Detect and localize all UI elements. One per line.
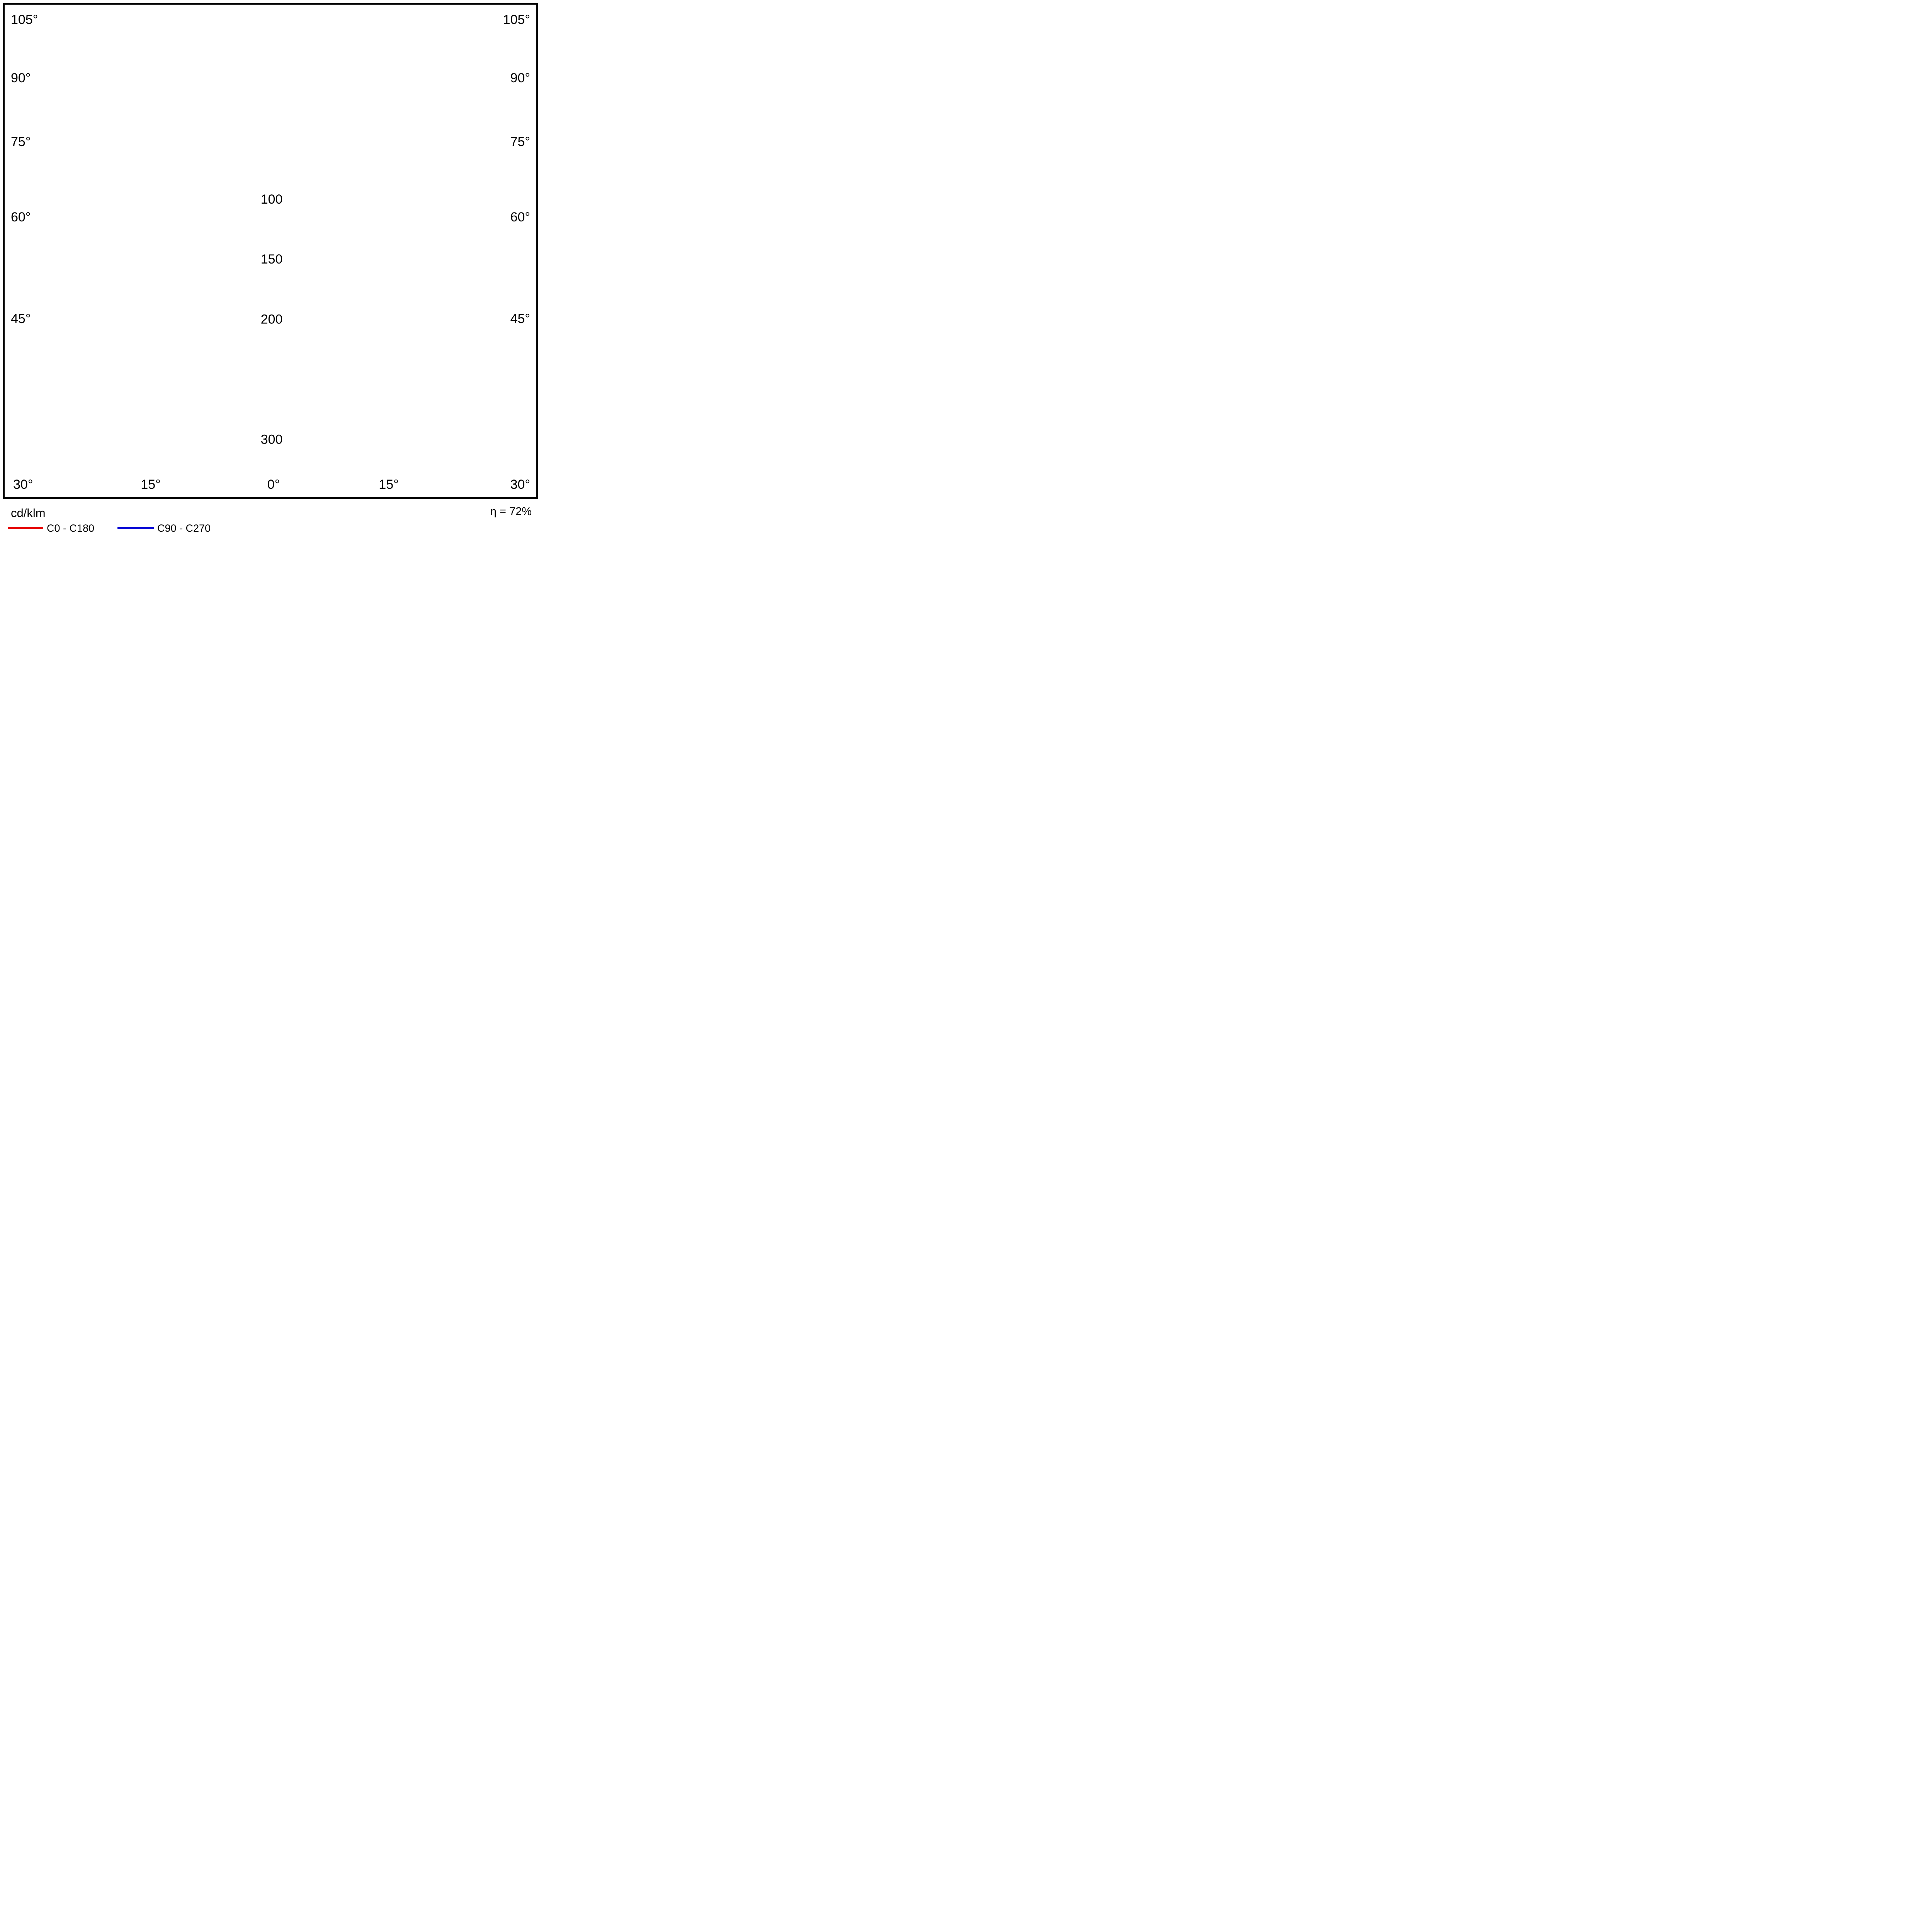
intensity-curve-c90-c270 bbox=[128, 77, 412, 384]
units-label: cd/klm bbox=[11, 506, 46, 520]
photometric-diagram: 105° 90° 75° 60° 45° 30° 15° 0° 15° 30° 105° 90° 75°… bbox=[0, 0, 541, 541]
angle-label-left-75-bg bbox=[9, 134, 32, 150]
angle-label-left-60: 60° bbox=[11, 210, 31, 224]
angle-label-left-105: 105° bbox=[11, 12, 38, 27]
legend-label-c0-c180: C0 - C180 bbox=[47, 522, 95, 534]
angle-label-bottom-0-bg bbox=[265, 476, 282, 493]
polar-grid-group bbox=[0, 0, 541, 541]
radial-label-300-bg bbox=[259, 431, 284, 448]
grid-circle-400 bbox=[0, 0, 541, 541]
angle-label-right-45-bg bbox=[509, 311, 532, 327]
angle-label-left-30-bg bbox=[12, 476, 35, 493]
angle-label-left-75: 75° bbox=[11, 134, 31, 149]
grid-ray-60 bbox=[323, 107, 541, 366]
intensity-curve-c0-c180 bbox=[128, 77, 412, 384]
angle-label-bottom-right-15: 15° bbox=[379, 477, 398, 492]
angle-label-left-45: 45° bbox=[11, 311, 31, 326]
angle-label-left-90: 90° bbox=[11, 71, 31, 85]
grid-ray-255 bbox=[0, 0, 213, 61]
radial-label-150-bg bbox=[259, 251, 284, 268]
radial-label-300: 300 bbox=[261, 432, 283, 447]
angle-label-bottom-left-15-bg bbox=[139, 476, 162, 493]
grid-circle-200 bbox=[30, 0, 510, 317]
plot-frame bbox=[3, 3, 538, 499]
grid-circle-150 bbox=[90, 0, 451, 257]
angle-label-left-105-bg bbox=[9, 12, 40, 28]
angle-label-right-90-bg bbox=[509, 70, 532, 86]
grid-ray-285 bbox=[0, 92, 213, 226]
angle-label-right-75: 75° bbox=[510, 134, 530, 149]
grid-ray-315 bbox=[0, 119, 228, 486]
angle-label-right-60-bg bbox=[509, 209, 532, 225]
grid-ray-15 bbox=[286, 134, 420, 541]
radial-label-200: 200 bbox=[261, 312, 283, 327]
radial-label-150: 150 bbox=[261, 252, 283, 267]
grid-circle-50 bbox=[211, 17, 331, 137]
radial-label-100-bg bbox=[259, 191, 284, 207]
grid-ray-45 bbox=[313, 119, 541, 486]
axis-labels-group: 105° 90° 75° 60° 45° 30° 15° 0° 15° 30° 105° 90° 75°… bbox=[9, 12, 532, 493]
angle-label-right-105: 105° bbox=[503, 12, 530, 27]
angle-label-right-45: 45° bbox=[510, 311, 530, 326]
angle-label-left-60-bg bbox=[9, 209, 32, 225]
grid-ray-330 bbox=[0, 129, 240, 541]
grid-ray-75 bbox=[328, 92, 541, 226]
grid-circle-300 bbox=[0, 0, 541, 437]
angle-label-bottom-right-15-bg bbox=[377, 476, 400, 493]
legend-swatch-c0-c180 bbox=[8, 527, 43, 529]
polar-plot-canvas: 105° 90° 75° 60° 45° 30° 15° 0° 15° 30° 105° 90° 75°… bbox=[0, 0, 541, 541]
curves-group bbox=[128, 77, 412, 384]
angle-label-left-30: 30° bbox=[13, 477, 33, 492]
angle-label-right-30-bg bbox=[509, 476, 532, 493]
angle-label-bottom-left-15: 15° bbox=[141, 477, 160, 492]
angle-label-right-60: 60° bbox=[510, 210, 530, 224]
legend-label-c90-c270: C90 - C270 bbox=[157, 522, 211, 534]
angle-label-left-90-bg bbox=[9, 70, 32, 86]
angle-label-bottom-0: 0° bbox=[267, 477, 280, 492]
angle-label-right-90: 90° bbox=[510, 71, 530, 85]
grid-ray-105 bbox=[328, 0, 541, 61]
radial-label-100: 100 bbox=[261, 192, 283, 207]
angle-label-right-30: 30° bbox=[510, 477, 530, 492]
grid-ray-300 bbox=[0, 107, 218, 366]
angle-label-right-75-bg bbox=[509, 134, 532, 150]
legend-swatch-c90-c270 bbox=[117, 527, 154, 529]
angle-label-left-45-bg bbox=[9, 311, 32, 327]
radial-label-200-bg bbox=[259, 311, 284, 328]
grid-circle-100 bbox=[150, 0, 391, 197]
efficiency-label: η = 72% bbox=[490, 505, 532, 518]
grid-circle-350 bbox=[0, 0, 541, 497]
angle-label-right-105-bg bbox=[501, 12, 532, 28]
grid-ray-30 bbox=[301, 129, 541, 541]
